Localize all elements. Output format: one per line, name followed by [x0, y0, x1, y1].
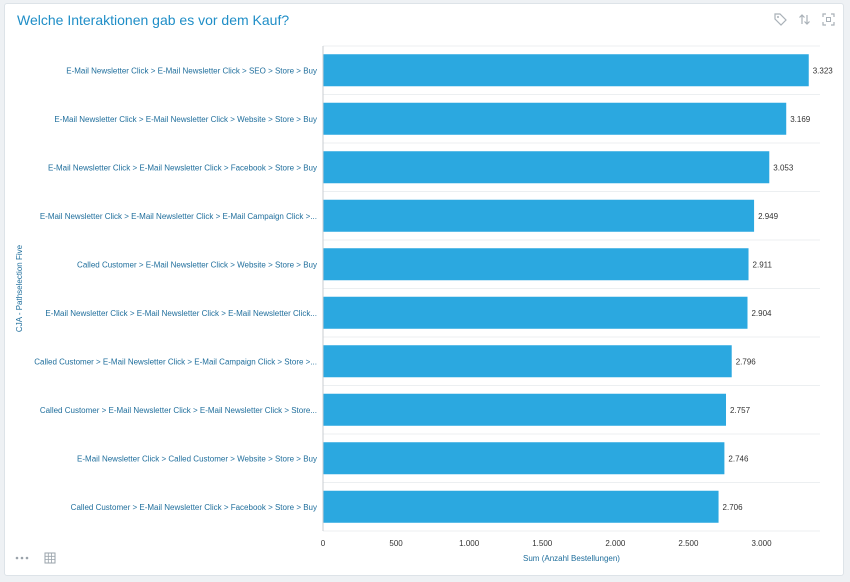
category-label: E-Mail Newsletter Click > E-Mail Newslet…: [40, 212, 317, 221]
value-label: 2.796: [736, 357, 757, 366]
bar-chart: E-Mail Newsletter Click > E-Mail Newslet…: [15, 45, 834, 563]
value-label: 2.949: [758, 212, 779, 221]
bar[interactable]: [323, 151, 770, 184]
category-label: Called Customer > E-Mail Newsletter Clic…: [77, 260, 317, 269]
bars: [323, 54, 809, 523]
chart-panel: Welche Interaktionen gab es vor dem Kauf…: [4, 3, 844, 576]
grid-lines: [323, 45, 820, 532]
bar[interactable]: [323, 393, 727, 426]
value-labels: 3.323 3.169 3.053 2.949 2.911 2.904 2.796 2.757…: [723, 66, 834, 512]
panel-footer: [15, 551, 57, 565]
x-tick-label: 1.000: [459, 539, 480, 548]
bar[interactable]: [323, 490, 719, 523]
category-label: E-Mail Newsletter Click > E-Mail Newslet…: [54, 115, 317, 124]
x-tick-label: 2.500: [678, 539, 699, 548]
bar[interactable]: [323, 248, 749, 281]
category-label: Called Customer > E-Mail Newsletter Clic…: [40, 406, 317, 415]
sort-icon[interactable]: [797, 12, 811, 26]
tag-icon[interactable]: [773, 12, 787, 26]
value-label: 2.757: [730, 406, 751, 415]
category-label: E-Mail Newsletter Click > E-Mail Newslet…: [66, 66, 317, 75]
x-tick-label: 500: [389, 539, 403, 548]
value-label: 2.746: [728, 454, 749, 463]
category-labels: E-Mail Newsletter Click > E-Mail Newslet…: [34, 66, 317, 512]
bar[interactable]: [323, 296, 748, 329]
table-icon[interactable]: [43, 551, 57, 565]
x-tick-label: 2.000: [605, 539, 626, 548]
fullscreen-icon[interactable]: [821, 12, 835, 26]
x-tick-label: 3.000: [752, 539, 773, 548]
value-label: 3.169: [790, 115, 811, 124]
bar[interactable]: [323, 345, 732, 378]
value-label: 2.904: [751, 309, 772, 318]
y-axis-label: CJA - Pathselection Five: [15, 244, 24, 332]
x-axis-ticks: 0 500 1.000 1.500 2.000 2.500 3.000: [321, 539, 772, 548]
category-label: Called Customer > E-Mail Newsletter Clic…: [71, 503, 317, 512]
category-label: Called Customer > E-Mail Newsletter Clic…: [34, 357, 317, 366]
x-tick-label: 1.500: [532, 539, 553, 548]
bar[interactable]: [323, 199, 755, 232]
value-label: 3.323: [813, 66, 834, 75]
panel-title: Welche Interaktionen gab es vor dem Kauf…: [17, 12, 290, 28]
category-label: E-Mail Newsletter Click > E-Mail Newslet…: [48, 163, 317, 172]
x-axis-label: Sum (Anzahl Bestellungen): [523, 554, 620, 563]
x-tick-label: 0: [321, 539, 326, 548]
category-label: E-Mail Newsletter Click > Called Custome…: [77, 454, 317, 463]
value-label: 3.053: [773, 163, 794, 172]
bar[interactable]: [323, 54, 809, 87]
panel-toolbar: [773, 12, 835, 26]
more-icon[interactable]: [15, 551, 29, 565]
category-label: E-Mail Newsletter Click > E-Mail Newslet…: [45, 309, 317, 318]
bar[interactable]: [323, 102, 787, 135]
bar[interactable]: [323, 442, 725, 475]
value-label: 2.706: [723, 503, 744, 512]
value-label: 2.911: [753, 260, 773, 269]
